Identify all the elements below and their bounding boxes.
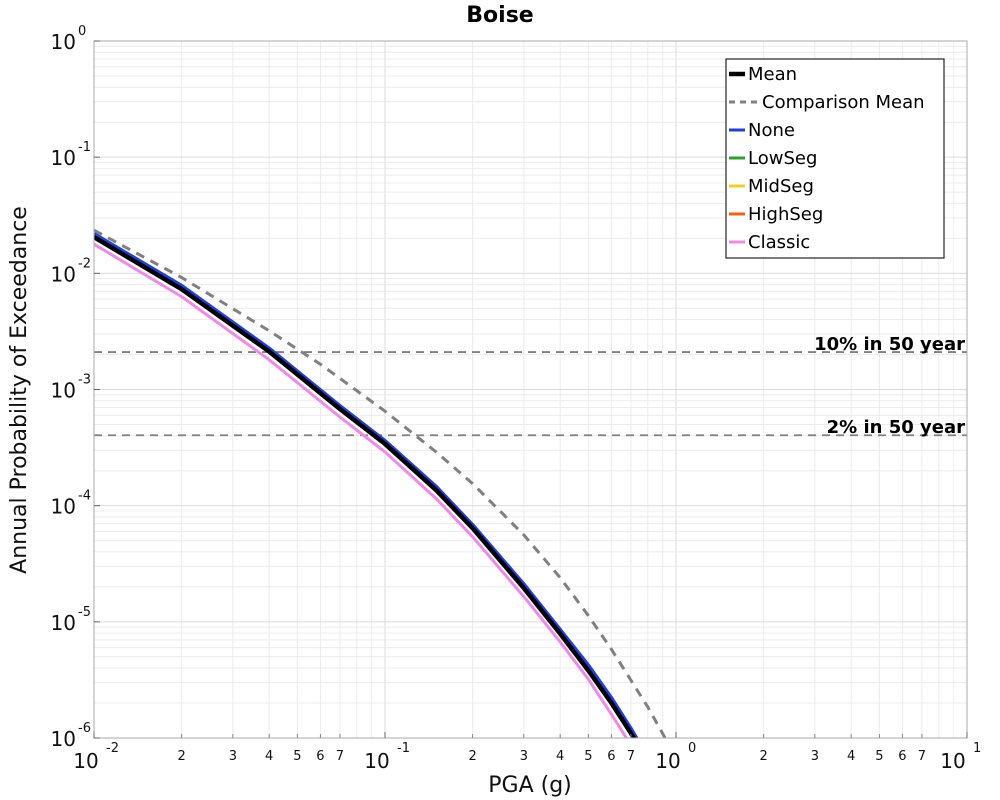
x-tick-exponent: 0 bbox=[688, 741, 696, 756]
x-tick-label: 10 bbox=[73, 749, 98, 773]
x-axis-label: PGA (g) bbox=[488, 773, 572, 798]
chart-title: Boise bbox=[466, 3, 533, 28]
y-tick-exponent: -6 bbox=[78, 721, 91, 736]
x-minor-tick-label: 7 bbox=[918, 749, 926, 764]
y-tick-label: 10 bbox=[51, 495, 76, 519]
x-minor-tick-label: 4 bbox=[265, 749, 273, 764]
reference-labels: 10% in 50 year 2% in 50 year bbox=[814, 334, 965, 438]
x-minor-tick-label: 4 bbox=[556, 749, 564, 764]
reference-lines bbox=[94, 351, 967, 437]
legend-label: None bbox=[748, 120, 795, 141]
x-minor-tick-label: 5 bbox=[584, 749, 592, 764]
grid bbox=[93, 41, 967, 739]
x-tick-label: 10 bbox=[655, 749, 680, 773]
y-tick-exponent: -4 bbox=[78, 489, 91, 504]
x-minor-tick-label: 2 bbox=[759, 749, 767, 764]
legend-label: MidSeg bbox=[748, 176, 814, 197]
series-line-classic bbox=[94, 242, 629, 738]
legend-label: HighSeg bbox=[748, 204, 823, 225]
reference-label: 2% in 50 year bbox=[827, 417, 965, 438]
y-tick-exponent: -1 bbox=[78, 140, 91, 155]
x-minor-tick-label: 5 bbox=[875, 749, 883, 764]
series-lines bbox=[94, 228, 667, 738]
series-line-none bbox=[94, 232, 639, 738]
y-tick-label: 10 bbox=[51, 30, 76, 54]
y-tick-exponent: -3 bbox=[78, 373, 91, 388]
x-minor-tick-label: 3 bbox=[520, 749, 528, 764]
legend-label: Mean bbox=[748, 64, 797, 85]
y-tick-label: 10 bbox=[51, 146, 76, 170]
y-tick-exponent: 0 bbox=[78, 24, 86, 39]
x-tick-exponent: -2 bbox=[106, 741, 119, 756]
x-minor-tick-label: 6 bbox=[898, 749, 906, 764]
x-minor-tick-label: 2 bbox=[177, 749, 185, 764]
series-line-comparison-mean bbox=[94, 228, 667, 738]
legend: Mean Comparison Mean None LowSeg MidSeg HighS… bbox=[725, 58, 945, 259]
x-minor-tick-label: 3 bbox=[811, 749, 819, 764]
x-minor-tick-label: 7 bbox=[627, 749, 635, 764]
x-minor-tick-label: 2 bbox=[468, 749, 476, 764]
y-tick-exponent: -2 bbox=[78, 256, 91, 271]
y-tick-label: 10 bbox=[51, 611, 76, 635]
y-tick-label: 10 bbox=[51, 727, 76, 751]
y-axis-label: Annual Probability of Exceedance bbox=[7, 206, 32, 574]
y-tick-exponent: -5 bbox=[78, 605, 91, 620]
y-tick-label: 10 bbox=[51, 379, 76, 403]
series-line-mean bbox=[94, 235, 637, 738]
legend-label: LowSeg bbox=[748, 148, 817, 169]
x-minor-tick-label: 7 bbox=[336, 749, 344, 764]
legend-box bbox=[725, 58, 945, 259]
legend-label: Comparison Mean bbox=[762, 92, 925, 113]
x-tick-exponent: -1 bbox=[397, 741, 410, 756]
x-tick-label: 10 bbox=[940, 749, 965, 773]
x-minor-tick-label: 3 bbox=[229, 749, 237, 764]
x-minor-tick-label: 6 bbox=[316, 749, 324, 764]
x-tick-exponent: 1 bbox=[973, 741, 981, 756]
x-minor-tick-label: 6 bbox=[607, 749, 615, 764]
y-tick-label: 10 bbox=[51, 262, 76, 286]
legend-label: Classic bbox=[748, 232, 810, 253]
x-minor-tick-label: 4 bbox=[847, 749, 855, 764]
x-minor-tick-label: 5 bbox=[293, 749, 301, 764]
reference-label: 10% in 50 year bbox=[814, 334, 965, 355]
x-tick-label: 10 bbox=[364, 749, 389, 773]
